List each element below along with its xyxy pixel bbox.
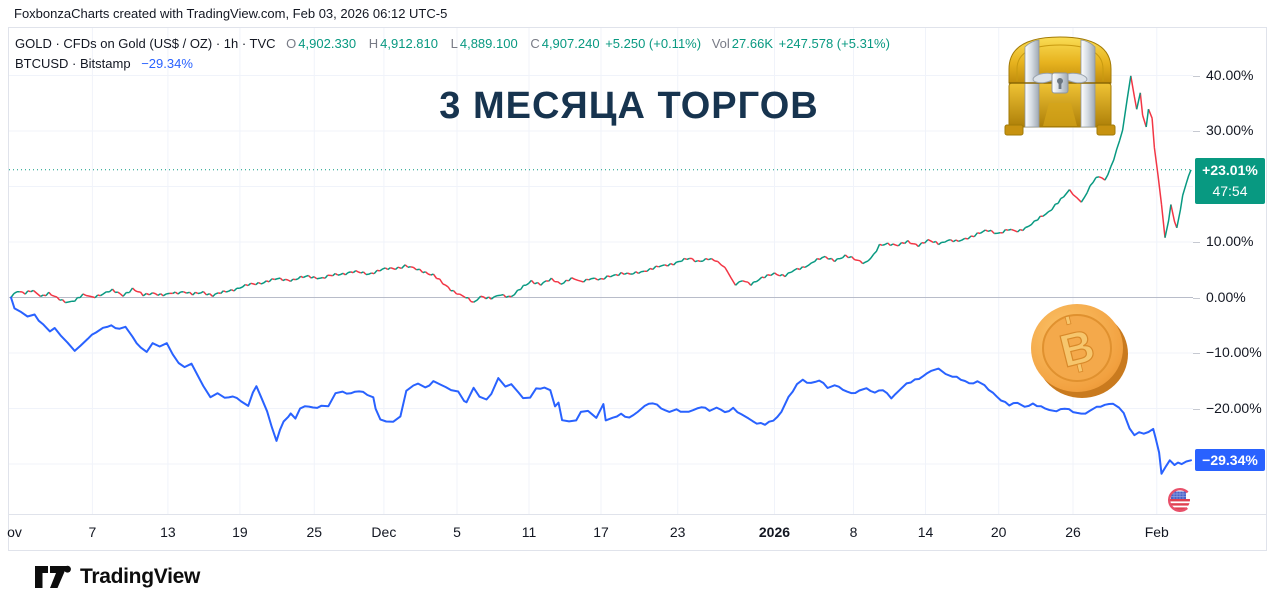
gold-series (19, 75, 1178, 304)
time-axis-label: 2026 (758, 524, 791, 540)
btc-badge-change: −29.34% (1202, 452, 1258, 468)
btc-symbol-label: BTCUSD · Bitstamp (15, 56, 131, 71)
price-scale-label: 0.00% (1206, 288, 1246, 305)
time-axis-label: 26 (1065, 524, 1081, 540)
gold-badge-countdown: 47:54 (1212, 183, 1248, 199)
btc-price-badge: −29.34% (1195, 449, 1265, 471)
gold-low-letter: L (450, 36, 458, 51)
price-scale-label: 30.00% (1206, 122, 1254, 138)
time-axis-label: 14 (917, 524, 934, 540)
time-axis-label: 7 (88, 524, 97, 540)
gold-badge-change: +23.01% (1202, 162, 1258, 178)
price-scale-label: −20.00% (1206, 399, 1262, 416)
chart-legend: GOLD · CFDs on Gold (US$ / OZ) · 1h · TV… (15, 34, 890, 74)
price-scale[interactable]: +23.01% 47:54 −29.34% 40.00% 30.00% 10.00%… (1193, 28, 1266, 514)
time-axis-label: 13 (160, 524, 176, 540)
price-scale-tick (1193, 75, 1200, 77)
gold-vol-label: Vol (711, 36, 730, 51)
gold-close-letter: C (530, 36, 540, 51)
time-axis-label: 20 (990, 524, 1007, 540)
tradingview-logo-text: TradingView (80, 565, 201, 588)
price-scale-label: −10.00% (1206, 344, 1262, 360)
gold-series (10, 75, 1192, 304)
time-axis-label: 19 (232, 524, 248, 540)
plot-area[interactable] (9, 28, 1193, 514)
treasure-chest-image (1004, 36, 1116, 136)
price-scale-tick (1193, 131, 1200, 132)
legend-row-gold: GOLD · CFDs on Gold (US$ / OZ) · 1h · TV… (15, 34, 890, 54)
price-scale-tick (1193, 353, 1200, 354)
attribution-text: FoxbonzaCharts created with TradingView.… (14, 6, 448, 21)
gold-open-value: 4,902.330 (298, 36, 357, 51)
time-axis-label: 25 (306, 524, 323, 540)
time-axis-label: 8 (849, 524, 858, 540)
price-scale-label: 10.00% (1206, 233, 1254, 249)
price-scale-tick (1193, 297, 1200, 299)
gold-symbol-label: GOLD · CFDs on Gold (US$ / OZ) · 1h · TV… (15, 36, 276, 51)
btc-change: −29.34% (141, 56, 193, 71)
chart-title-overlay: 3 МЕСЯЦА ТОРГОВ (439, 85, 819, 127)
gold-open-letter: O (286, 36, 297, 51)
legend-row-btc: BTCUSD · Bitstamp −29.34% (15, 54, 890, 74)
gold-low-value: 4,889.100 (459, 36, 518, 51)
time-axis-label: ov (7, 524, 22, 540)
price-scale-label: 40.00% (1206, 66, 1254, 83)
gold-vol-value: 27.66K (731, 36, 773, 51)
time-axis-label: 11 (521, 524, 537, 540)
gold-close-value: 4,907.240 (541, 36, 600, 51)
gold-high-letter: H (368, 36, 379, 51)
time-axis-label: 23 (669, 524, 686, 540)
price-scale-tick (1193, 408, 1200, 410)
tradingview-logo-icon (35, 565, 71, 588)
gridlines (9, 28, 1193, 514)
gold-vol-change: +247.578 (+5.31%) (778, 36, 890, 51)
btc-series (10, 296, 1192, 475)
time-axis-label: Dec (371, 524, 397, 540)
bitcoin-coin-image: B (1031, 304, 1128, 398)
time-axis[interactable]: ov 7 13 19 25 Dec 5 11 17 23 2026 8 14 20 26 Feb (7, 514, 1266, 552)
gold-high-value: 4,912.810 (380, 36, 438, 51)
us-flag-session-icon (1167, 487, 1193, 513)
gold-price-badge: +23.01% 47:54 (1195, 158, 1265, 204)
time-axis-label: Feb (1144, 524, 1169, 540)
time-axis-label: 5 (453, 524, 461, 540)
gold-change: +5.250 (+0.11%) (605, 36, 702, 51)
time-axis-label: 17 (593, 524, 609, 540)
chart-container: GOLD · CFDs on Gold (US$ / OZ) · 1h · TV… (7, 27, 1267, 552)
price-scale-tick (1193, 242, 1200, 243)
tradingview-logo[interactable]: TradingView (34, 562, 200, 592)
price-series (10, 75, 1192, 475)
